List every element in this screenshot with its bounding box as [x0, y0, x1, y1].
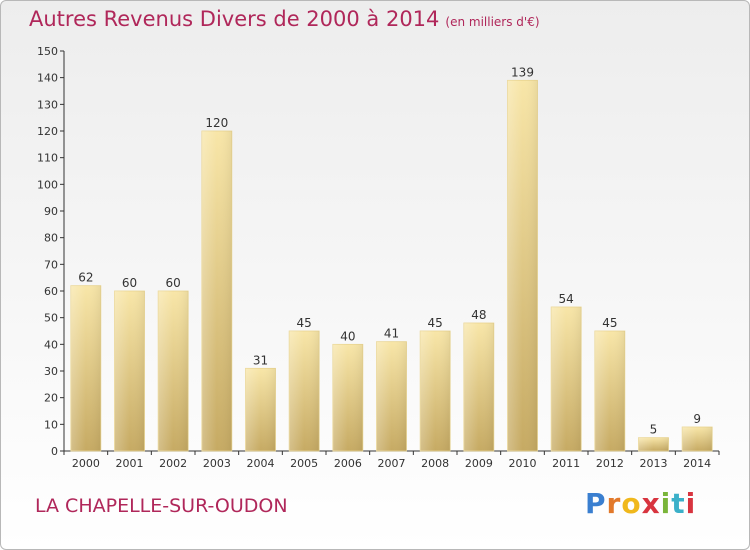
bar-shade: [594, 331, 625, 451]
y-tick-label: 80: [44, 232, 58, 245]
data-label: 45: [602, 316, 617, 330]
y-tick-label: 10: [44, 418, 58, 431]
x-tick-label: 2009: [465, 457, 493, 470]
y-tick-label: 120: [37, 125, 58, 138]
location-name: LA CHAPELLE-SUR-OUDON: [35, 495, 288, 517]
bar-shade: [507, 80, 538, 451]
bar-shade: [70, 285, 101, 451]
bar-shade: [201, 131, 232, 451]
data-label: 120: [205, 116, 228, 130]
y-tick-label: 40: [44, 338, 58, 351]
x-tick-label: 2008: [421, 457, 449, 470]
data-labels: 62 60 60 120 31 45 40 41 45 48 139 54 45 5 9: [78, 65, 701, 436]
bar-shade: [463, 323, 494, 451]
y-tick-label: 90: [44, 205, 58, 218]
data-label: 9: [693, 412, 701, 426]
y-axis: 0 10 20 30 40 50 60 70 80 90 100 110 120 130 140 150: [37, 45, 65, 458]
x-tick-label: 2014: [683, 457, 711, 470]
y-tick-label: 140: [37, 72, 58, 85]
bar-shade: [332, 344, 363, 451]
x-tick-label: 2013: [640, 457, 668, 470]
data-label: 60: [166, 276, 181, 290]
y-tick-label: 70: [44, 258, 58, 271]
data-label: 5: [650, 423, 658, 437]
data-label: 41: [384, 327, 399, 341]
bar-shade: [682, 427, 713, 451]
x-tick-label: 2005: [290, 457, 318, 470]
x-tick-label: 2002: [159, 457, 187, 470]
y-tick-label: 100: [37, 178, 58, 191]
x-tick-label: 2012: [596, 457, 624, 470]
bar-shade: [376, 341, 407, 451]
x-tick-label: 2010: [509, 457, 537, 470]
y-tick-label: 60: [44, 285, 58, 298]
bar-shade: [289, 331, 320, 451]
data-label: 45: [297, 316, 312, 330]
data-label: 139: [511, 65, 534, 79]
x-axis: 2000 2001 2002 2003 2004 2005 2006 2007 2008 2009…: [63, 450, 720, 470]
x-tick-label: 2003: [203, 457, 231, 470]
bar-shade: [420, 331, 451, 451]
y-tick-label: 130: [37, 98, 58, 111]
y-tick-label: 20: [44, 392, 58, 405]
y-tick-label: 150: [37, 45, 58, 58]
chart-title: Autres Revenus Divers de 2000 à 2014 (en …: [29, 7, 540, 31]
x-tick-label: 2000: [72, 457, 100, 470]
bar-shade: [158, 291, 189, 451]
x-tick-label: 2001: [116, 457, 144, 470]
data-label: 48: [471, 308, 486, 322]
chart-title-text: Autres Revenus Divers de 2000 à 2014: [29, 7, 440, 31]
y-tick-label: 0: [51, 445, 58, 458]
x-tick-label: 2011: [552, 457, 580, 470]
data-label: 60: [122, 276, 137, 290]
bar-shade: [114, 291, 145, 451]
bar-shade: [638, 437, 669, 451]
data-label: 62: [78, 271, 93, 285]
x-tick-label: 2007: [378, 457, 406, 470]
data-label: 31: [253, 353, 268, 367]
bar-shade: [245, 368, 276, 451]
bars: [70, 79, 713, 452]
y-tick-label: 30: [44, 365, 58, 378]
proxiti-logo[interactable]: Proxiti: [585, 487, 697, 520]
data-label: 45: [428, 316, 443, 330]
data-label: 54: [559, 292, 574, 306]
x-tick-label: 2004: [247, 457, 275, 470]
x-tick-label: 2006: [334, 457, 362, 470]
y-tick-label: 110: [37, 152, 58, 165]
data-label: 40: [340, 329, 355, 343]
chart-subtitle: (en milliers d'€): [445, 15, 540, 29]
bar-shade: [551, 307, 582, 451]
y-tick-label: 50: [44, 312, 58, 325]
